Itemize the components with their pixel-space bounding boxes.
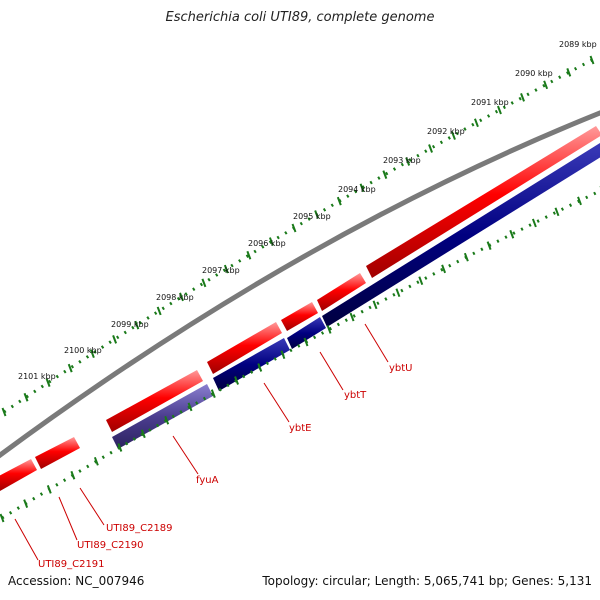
major-tick [486, 241, 492, 250]
major-tick [45, 378, 51, 388]
gene-labels: ybtU ybtT ybtE fyuA UTI89_C2189 UTI89_C2… [38, 363, 413, 570]
kbp-scale-labels: 2089 kbp 2090 kbp 2091 kbp 2092 kbp 2093… [18, 40, 597, 381]
major-tick [531, 218, 537, 228]
major-tick [156, 306, 162, 316]
major-tick [428, 144, 433, 153]
gene-ybtT-arrow[interactable] [317, 273, 366, 311]
major-tick [451, 131, 456, 140]
major-tick [566, 68, 572, 77]
major-tick [336, 196, 342, 206]
major-tick [1, 407, 7, 417]
kbp-label: 2101 kbp [18, 372, 56, 381]
gene-UTI89_C2190-arrow[interactable] [35, 437, 80, 469]
gene-UTI89_C2191-arrow[interactable] [0, 459, 37, 491]
major-tick [23, 392, 29, 402]
kbp-label: 2097 kbp [202, 266, 240, 275]
kbp-label: 2094 kbp [338, 185, 376, 194]
major-tick [201, 278, 207, 288]
gene-label-ybtU[interactable]: ybtU [389, 363, 413, 374]
major-tick [23, 499, 29, 508]
major-tick [520, 92, 525, 102]
major-ticks-outer [1, 55, 595, 417]
major-tick [0, 513, 5, 523]
major-tick [395, 288, 401, 298]
gene-ybtE-arrow[interactable] [207, 322, 282, 374]
major-tick [474, 118, 479, 128]
major-tick [140, 429, 146, 439]
gene-label-leaders [14, 323, 389, 561]
gene-label-ybtT[interactable]: ybtT [344, 390, 367, 401]
gene-label-UTI89_C2191[interactable]: UTI89_C2191 [38, 559, 105, 570]
gene-ybtT-reverse-arrow[interactable] [287, 317, 326, 349]
major-tick [577, 196, 582, 206]
major-tick [463, 252, 469, 262]
major-tick [210, 389, 216, 398]
major-tick [349, 312, 355, 322]
gene-ybtE2-arrow[interactable] [281, 302, 318, 331]
major-tick [234, 376, 239, 385]
major-tick [497, 105, 502, 115]
major-tick [280, 350, 286, 360]
major-tick [70, 470, 76, 480]
major-tick [509, 229, 515, 239]
major-tick [326, 325, 332, 334]
kbp-label: 2099 kbp [111, 320, 149, 329]
kbp-label: 2089 kbp [559, 40, 597, 49]
kbp-label: 2095 kbp [293, 212, 331, 221]
major-tick [134, 320, 140, 330]
kbp-label: 2092 kbp [427, 127, 465, 136]
gene-label-ybtE[interactable]: ybtE [289, 423, 312, 434]
major-tick [179, 292, 184, 302]
major-tick [164, 415, 170, 425]
gene-label-UTI89_C2189[interactable]: UTI89_C2189 [106, 523, 173, 534]
major-tick [187, 402, 193, 412]
major-tick [405, 157, 411, 166]
gene-fyuA-arrow[interactable] [106, 370, 203, 432]
major-tick [441, 264, 447, 274]
map-title: Escherichia coli UTI89, complete genome [165, 10, 435, 25]
forward-strand-features [0, 126, 600, 491]
major-tick [112, 334, 118, 344]
gene-ybtU-reverse-arrow[interactable] [322, 143, 600, 327]
gene-fyuA-reverse-arrow[interactable] [112, 384, 213, 449]
major-tick [93, 456, 99, 466]
reverse-strand-features [112, 143, 600, 449]
kbp-label: 2098 kbp [156, 293, 194, 302]
gene-ybtU-arrow[interactable] [366, 126, 600, 278]
genome-summary-text: Topology: circular; Length: 5,065,741 bp… [262, 574, 592, 588]
kbp-label: 2100 kbp [64, 346, 102, 355]
kbp-label: 2093 kbp [383, 156, 421, 165]
gene-label-UTI89_C2190[interactable]: UTI89_C2190 [77, 540, 144, 551]
gene-ybtE-reverse-arrow[interactable] [213, 338, 290, 391]
major-tick [543, 80, 549, 90]
major-tick [589, 55, 595, 65]
outer-tick-scale [3, 58, 593, 414]
major-tick [46, 485, 52, 494]
major-tick [223, 264, 229, 274]
major-tick [117, 443, 123, 452]
major-tick [246, 250, 252, 260]
genome-backbone [0, 110, 600, 459]
major-tick [67, 363, 73, 373]
major-tick [303, 337, 309, 347]
major-tick [418, 276, 424, 286]
kbp-label: 2091 kbp [471, 98, 509, 107]
major-ticks-inner [0, 186, 600, 523]
major-tick [554, 207, 560, 217]
major-tick [257, 363, 263, 372]
major-tick [359, 183, 365, 193]
major-tick [268, 237, 274, 246]
major-tick [89, 349, 95, 359]
kbp-label: 2096 kbp [248, 239, 286, 248]
major-tick [291, 223, 297, 233]
gene-label-fyuA[interactable]: fyuA [196, 475, 219, 486]
major-tick [314, 210, 320, 219]
major-tick [382, 170, 388, 179]
kbp-label: 2090 kbp [515, 69, 553, 78]
accession-text: Accession: NC_007946 [8, 574, 145, 588]
major-tick [372, 300, 378, 310]
